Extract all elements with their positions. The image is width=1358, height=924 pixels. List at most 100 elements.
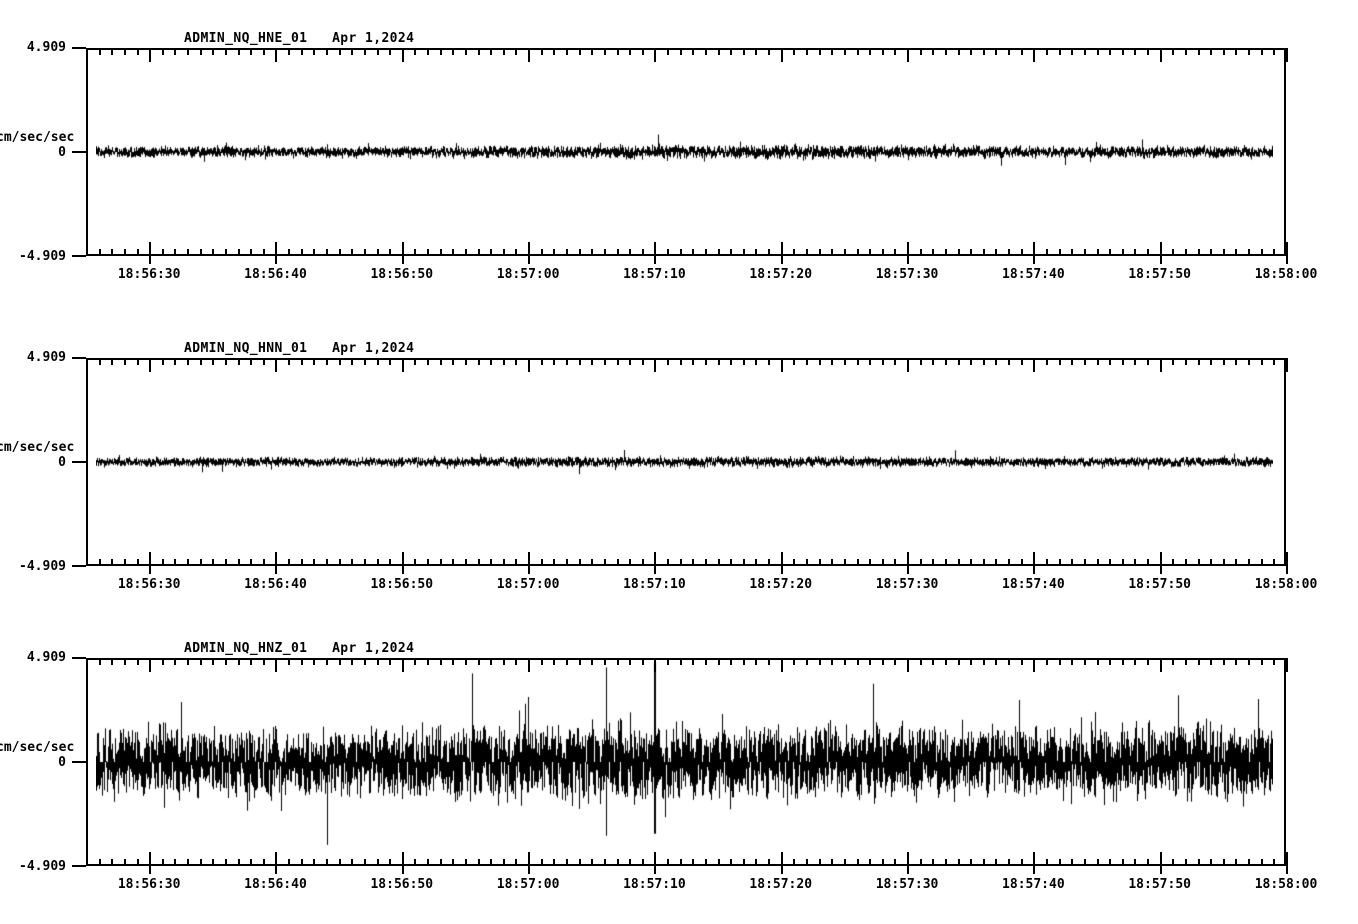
panel-title-hnz: ADMIN_NQ_HNZ_01 Apr 1,2024 [184, 641, 415, 656]
x-minor-tick-top [452, 358, 454, 365]
x-minor-tick-top [301, 658, 303, 665]
x-minor-tick-top [225, 48, 227, 55]
x-major-tick-extension [907, 256, 909, 264]
x-major-tick-bottom [528, 852, 530, 866]
x-minor-tick-top [288, 358, 290, 365]
x-minor-tick-bottom [1210, 559, 1212, 566]
x-minor-tick-bottom [414, 859, 416, 866]
x-minor-tick-bottom [1198, 859, 1200, 866]
x-minor-tick-bottom [970, 859, 972, 866]
y-zero-label-hnz: 0 [58, 755, 66, 770]
x-major-tick-extension [781, 566, 783, 574]
x-minor-tick-top [680, 358, 682, 365]
x-major-tick-bottom [907, 552, 909, 566]
x-minor-tick-top [1109, 658, 1111, 665]
x-minor-tick-top [1261, 658, 1263, 665]
x-tick-label-hne-2: 18:56:50 [370, 267, 434, 282]
x-minor-tick-bottom [225, 859, 227, 866]
x-minor-tick-top [1248, 658, 1250, 665]
x-major-tick-top [907, 358, 909, 372]
x-minor-tick-top [137, 48, 139, 55]
x-minor-tick-top [377, 48, 379, 55]
x-minor-tick-top [288, 658, 290, 665]
x-minor-tick-top [705, 658, 707, 665]
x-minor-tick-top [111, 358, 113, 365]
x-minor-tick-bottom [86, 249, 88, 256]
x-minor-tick-bottom [705, 249, 707, 256]
x-minor-tick-top [1147, 358, 1149, 365]
x-minor-tick-bottom [503, 249, 505, 256]
x-major-tick-bottom [781, 852, 783, 866]
x-tick-label-hnn-5: 18:57:20 [749, 577, 813, 592]
x-minor-tick-bottom [174, 249, 176, 256]
x-minor-tick-top [1235, 358, 1237, 365]
x-minor-tick-top [617, 48, 619, 55]
x-minor-tick-top [452, 48, 454, 55]
x-minor-tick-top [1008, 48, 1010, 55]
x-minor-tick-top [1071, 48, 1073, 55]
x-minor-tick-bottom [174, 559, 176, 566]
x-minor-tick-top [465, 358, 467, 365]
x-minor-tick-top [1273, 48, 1275, 55]
x-minor-tick-bottom [1223, 859, 1225, 866]
x-major-tick-extension [528, 566, 530, 574]
x-minor-tick-top [831, 658, 833, 665]
x-major-tick-bottom [1033, 852, 1035, 866]
x-minor-tick-bottom [452, 559, 454, 566]
x-major-tick-bottom [654, 242, 656, 256]
waveform-hne [96, 50, 1273, 254]
x-minor-tick-bottom [541, 559, 543, 566]
x-minor-tick-bottom [440, 559, 442, 566]
x-minor-tick-top [1198, 658, 1200, 665]
x-minor-tick-top [920, 48, 922, 55]
x-minor-tick-top [351, 48, 353, 55]
x-minor-tick-bottom [212, 559, 214, 566]
x-minor-tick-bottom [452, 859, 454, 866]
x-minor-tick-bottom [617, 559, 619, 566]
x-minor-tick-bottom [1185, 859, 1187, 866]
x-minor-tick-bottom [730, 859, 732, 866]
x-minor-tick-top [1071, 358, 1073, 365]
x-minor-tick-bottom [225, 559, 227, 566]
x-minor-tick-top [1097, 48, 1099, 55]
x-minor-tick-top [945, 658, 947, 665]
x-minor-tick-bottom [932, 559, 934, 566]
x-minor-tick-bottom [86, 559, 88, 566]
x-minor-tick-bottom [680, 559, 682, 566]
x-minor-tick-top [692, 358, 694, 365]
x-minor-tick-top [1008, 358, 1010, 365]
y-tick-max [72, 47, 86, 49]
x-minor-tick-bottom [882, 859, 884, 866]
x-minor-tick-bottom [1021, 249, 1023, 256]
x-minor-tick-top [617, 358, 619, 365]
x-minor-tick-bottom [718, 859, 720, 866]
x-minor-tick-top [263, 658, 265, 665]
x-minor-tick-bottom [1046, 859, 1048, 866]
x-minor-tick-bottom [958, 859, 960, 866]
x-major-tick-top [907, 658, 909, 672]
x-minor-tick-top [377, 658, 379, 665]
x-minor-tick-top [945, 48, 947, 55]
x-minor-tick-bottom [958, 249, 960, 256]
x-minor-tick-bottom [945, 859, 947, 866]
x-minor-tick-top [579, 658, 581, 665]
x-minor-tick-top [730, 48, 732, 55]
x-minor-tick-bottom [225, 249, 227, 256]
x-tick-label-hnz-3: 18:57:00 [496, 877, 560, 892]
x-minor-tick-top [932, 358, 934, 365]
x-minor-tick-bottom [440, 249, 442, 256]
x-major-tick-extension [149, 566, 151, 574]
x-minor-tick-top [983, 358, 985, 365]
x-minor-tick-bottom [1008, 249, 1010, 256]
x-minor-tick-top [894, 48, 896, 55]
x-minor-tick-bottom [831, 249, 833, 256]
x-minor-tick-bottom [1134, 859, 1136, 866]
y-units-label-hnn: cm/sec/sec [0, 440, 75, 455]
x-minor-tick-top [579, 48, 581, 55]
x-major-tick-top [781, 358, 783, 372]
x-minor-tick-bottom [793, 559, 795, 566]
x-minor-tick-bottom [768, 559, 770, 566]
x-tick-label-hnn-4: 18:57:10 [623, 577, 686, 592]
x-major-tick-bottom [1160, 242, 1162, 256]
x-minor-tick-top [983, 658, 985, 665]
